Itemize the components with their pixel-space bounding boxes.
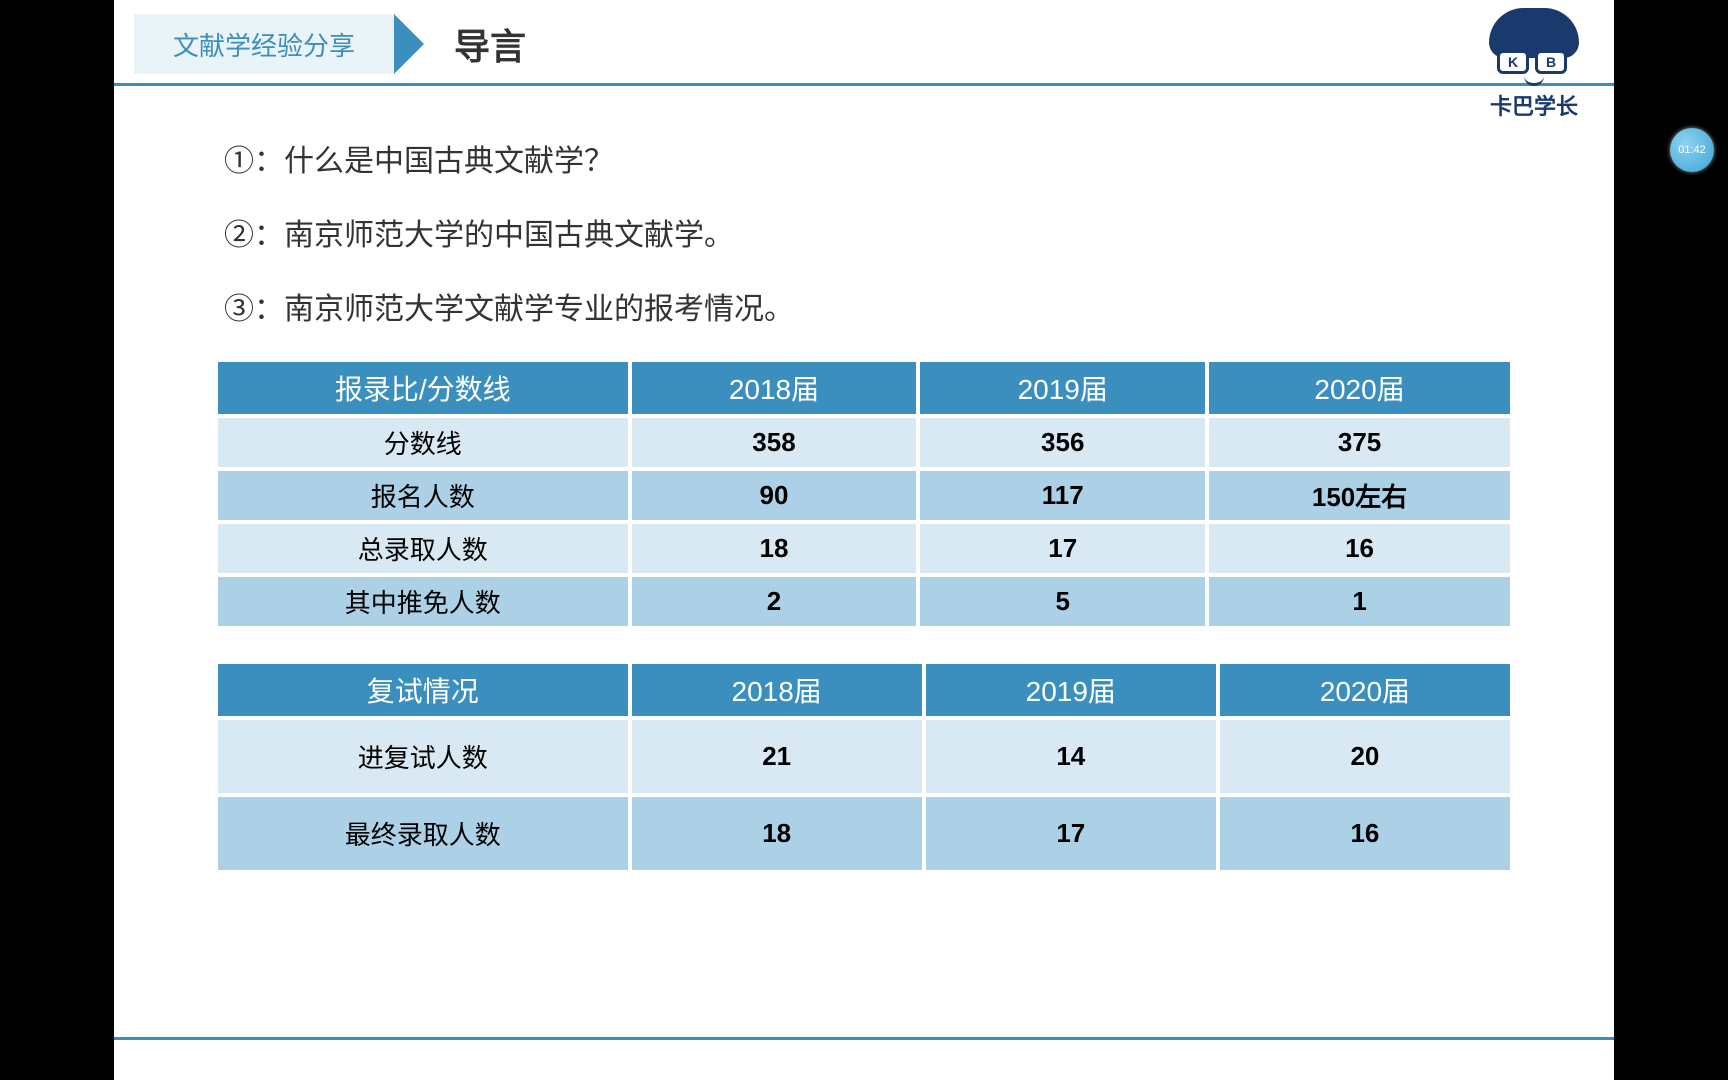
logo: K B 卡巴学长	[1474, 8, 1594, 121]
col-header: 2020届	[1209, 362, 1510, 414]
row-label: 进复试人数	[218, 720, 628, 793]
col-header: 复试情况	[218, 664, 628, 716]
col-header: 2018届	[632, 362, 917, 414]
row-label: 报名人数	[218, 471, 628, 520]
cell: 16	[1220, 797, 1510, 870]
cell: 18	[632, 524, 917, 573]
logo-text: 卡巴学长	[1474, 89, 1594, 121]
cell: 2	[632, 577, 917, 626]
row-label: 总录取人数	[218, 524, 628, 573]
intro-item-2: ②：南京师范大学的中国古典文献学。	[224, 210, 1514, 254]
admissions-table: 报录比/分数线 2018届 2019届 2020届 分数线 358 356 37…	[214, 358, 1514, 630]
col-header: 2020届	[1220, 664, 1510, 716]
table-row: 进复试人数 21 14 20	[218, 720, 1510, 793]
row-label: 最终录取人数	[218, 797, 628, 870]
timestamp-overlay: 01:42	[1670, 128, 1714, 172]
cell: 17	[920, 524, 1205, 573]
cell: 21	[632, 720, 922, 793]
row-label: 分数线	[218, 418, 628, 467]
table-header-row: 复试情况 2018届 2019届 2020届	[218, 664, 1510, 716]
cell: 17	[926, 797, 1216, 870]
breadcrumb: 文献学经验分享	[134, 14, 394, 74]
col-header: 2019届	[920, 362, 1205, 414]
table-row: 报名人数 90 117 150左右	[218, 471, 1510, 520]
cell: 90	[632, 471, 917, 520]
logo-lens-right: B	[1535, 50, 1567, 74]
cell: 356	[920, 418, 1205, 467]
cell: 18	[632, 797, 922, 870]
intro-list: ①：什么是中国古典文献学？ ②：南京师范大学的中国古典文献学。 ③：南京师范大学…	[224, 136, 1514, 328]
cell: 16	[1209, 524, 1510, 573]
intro-item-3: ③：南京师范大学文献学专业的报考情况。	[224, 284, 1514, 328]
cell: 358	[632, 418, 917, 467]
col-header: 2019届	[926, 664, 1216, 716]
cell: 14	[926, 720, 1216, 793]
reexam-table: 复试情况 2018届 2019届 2020届 进复试人数 21 14 20 最终…	[214, 660, 1514, 874]
table-row: 总录取人数 18 17 16	[218, 524, 1510, 573]
row-label: 其中推免人数	[218, 577, 628, 626]
cell: 1	[1209, 577, 1510, 626]
cell: 20	[1220, 720, 1510, 793]
content: ①：什么是中国古典文献学？ ②：南京师范大学的中国古典文献学。 ③：南京师范大学…	[114, 86, 1614, 874]
header: 文献学经验分享 导言 K B 卡巴学长	[114, 0, 1614, 86]
col-header: 报录比/分数线	[218, 362, 628, 414]
logo-face-icon: K B	[1489, 8, 1579, 83]
page-title: 导言	[454, 18, 526, 70]
col-header: 2018届	[632, 664, 922, 716]
table-header-row: 报录比/分数线 2018届 2019届 2020届	[218, 362, 1510, 414]
slide: 文献学经验分享 导言 K B 卡巴学长 ①：什么是中国古典文献学？ ②：南京师范…	[114, 0, 1614, 1080]
table-row: 最终录取人数 18 17 16	[218, 797, 1510, 870]
breadcrumb-arrow-icon	[394, 14, 424, 74]
cell: 5	[920, 577, 1205, 626]
logo-lens-left: K	[1497, 50, 1529, 74]
table-row: 其中推免人数 2 5 1	[218, 577, 1510, 626]
cell: 375	[1209, 418, 1510, 467]
cell: 117	[920, 471, 1205, 520]
footer-divider	[114, 1037, 1614, 1040]
cell: 150左右	[1209, 471, 1510, 520]
intro-item-1: ①：什么是中国古典文献学？	[224, 136, 1514, 180]
table-row: 分数线 358 356 375	[218, 418, 1510, 467]
